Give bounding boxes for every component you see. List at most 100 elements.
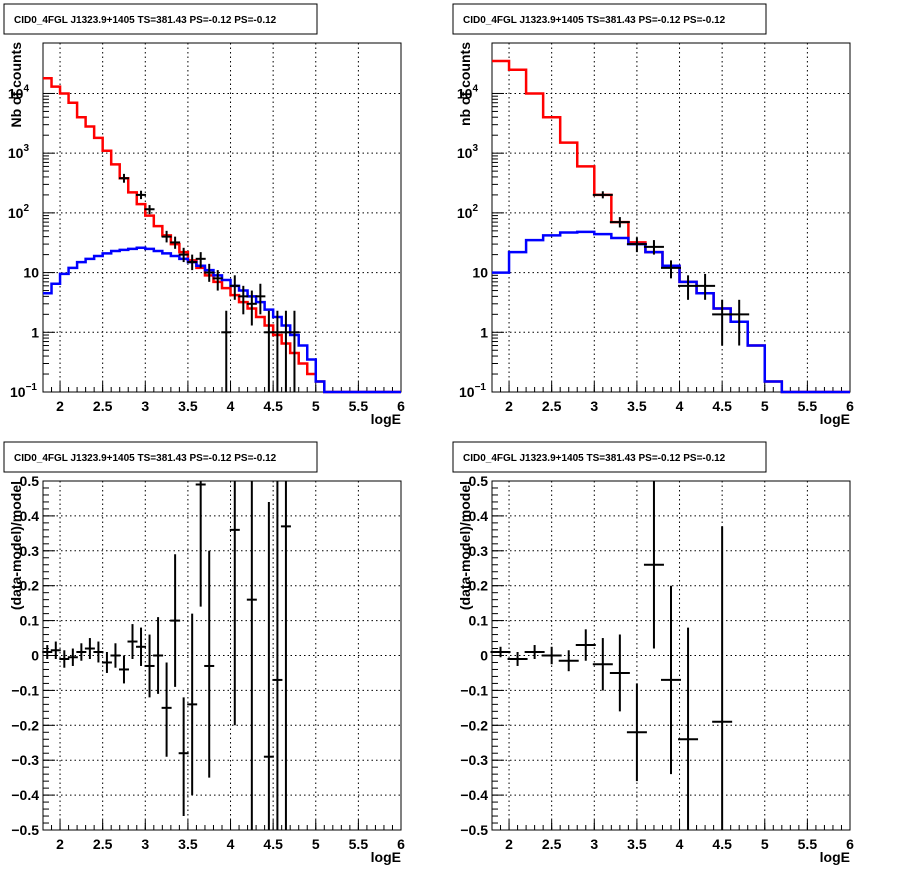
data-point: [136, 627, 147, 666]
data-point: [84, 638, 95, 659]
y-tick-label: −0.2: [11, 717, 39, 733]
x-tick-label: 4: [676, 398, 684, 414]
data-point: [161, 662, 172, 757]
x-tick-label: 2.5: [542, 836, 562, 852]
panel-residuals-right: CID0_4FGL J1323.9+1405 TS=381.43 PS=-0.1…: [452, 441, 854, 865]
data-point: [263, 501, 274, 830]
x-axis-label: logE: [371, 849, 401, 865]
data-point: [238, 285, 249, 315]
data-point: [524, 645, 545, 659]
x-tick-label: 5: [312, 398, 320, 414]
x-tick-label: 3: [141, 836, 149, 852]
data-point: [289, 310, 300, 392]
data-point: [229, 275, 240, 300]
y-axis-label: nb of counts: [457, 42, 473, 126]
x-tick-label: 5.5: [798, 398, 818, 414]
y-tick-label: −0.1: [460, 682, 488, 698]
y-axis-label: (data-model)/model: [457, 481, 473, 610]
data-point: [101, 652, 112, 673]
data-point: [280, 481, 291, 830]
data-point: [695, 273, 716, 300]
data-point: [153, 617, 164, 694]
x-axis-label: logE: [820, 411, 850, 427]
data-point: [229, 481, 240, 726]
data-point: [643, 481, 664, 649]
source-model-histogram: [43, 246, 401, 394]
panel-title: CID0_4FGL J1323.9+1405 TS=381.43 PS=-0.1…: [14, 15, 277, 26]
y-tick-label: 0.5: [469, 473, 489, 489]
x-tick-label: 5: [761, 398, 769, 414]
plot-frame: [491, 480, 851, 831]
y-tick-label: 0.4: [469, 508, 489, 524]
y-tick-label: 0: [480, 648, 488, 664]
plot-frame: [42, 42, 402, 393]
y-axis-label: Nb of counts: [8, 42, 24, 128]
data-point: [643, 240, 664, 255]
x-tick-label: 5: [312, 836, 320, 852]
y-tick-label: −0.1: [11, 682, 39, 698]
y-tick-label: 0.3: [20, 543, 40, 559]
x-tick-label: 3.5: [178, 836, 198, 852]
data-point: [161, 230, 172, 243]
x-tick-label: 2: [56, 836, 64, 852]
data-point: [195, 481, 206, 607]
data-point: [93, 641, 104, 663]
panel-title-box: [452, 441, 767, 473]
y-tick-label: 103: [457, 143, 479, 161]
x-tick-label: 4.5: [712, 836, 732, 852]
x-tick-label: 4: [227, 398, 235, 414]
data-point: [712, 299, 733, 346]
x-tick-label: 4.5: [263, 836, 283, 852]
panel-title: CID0_4FGL J1323.9+1405 TS=381.43 PS=-0.1…: [463, 15, 726, 26]
data-point: [661, 260, 681, 279]
x-tick-label: 2.5: [542, 398, 562, 414]
data-point: [136, 190, 147, 200]
y-tick-label: −0.5: [11, 822, 39, 838]
panel-title-box: [452, 3, 767, 35]
x-tick-label: 6: [397, 398, 405, 414]
data-point: [507, 652, 528, 666]
x-tick-label: 3.5: [178, 398, 198, 414]
data-point: [110, 643, 121, 668]
y-tick-label: 0.1: [469, 613, 489, 629]
y-tick-label: −0.2: [460, 717, 488, 733]
x-tick-label: 2: [56, 398, 64, 414]
y-tick-label: 0.5: [20, 473, 40, 489]
y-tick-label: 0.3: [469, 543, 489, 559]
data-point: [609, 634, 630, 712]
data-point: [50, 641, 61, 659]
data-point: [255, 283, 266, 315]
data-point: [592, 638, 613, 691]
data-point: [187, 254, 198, 271]
y-tick-label: 0.2: [469, 578, 489, 594]
data-point: [127, 624, 138, 659]
data-point: [661, 585, 681, 775]
y-tick-label: −0.4: [11, 787, 39, 803]
x-tick-label: 6: [846, 836, 854, 852]
data-point: [626, 237, 647, 253]
y-tick-label: −0.3: [11, 752, 39, 768]
x-tick-label: 2.5: [93, 836, 113, 852]
y-tick-label: 104: [8, 83, 30, 101]
x-tick-label: 4: [227, 836, 235, 852]
data-point: [76, 643, 87, 661]
x-tick-label: 6: [846, 398, 854, 414]
x-tick-label: 4.5: [263, 398, 283, 414]
data-point: [67, 648, 78, 666]
data-point: [212, 270, 223, 291]
y-tick-label: 102: [8, 203, 30, 221]
data-point: [541, 646, 562, 665]
data-point: [575, 629, 596, 661]
x-tick-label: 3: [141, 398, 149, 414]
data-point: [144, 205, 155, 215]
x-tick-label: 5.5: [349, 836, 369, 852]
x-tick-label: 4: [676, 836, 684, 852]
data-point: [729, 299, 750, 346]
x-tick-label: 3.5: [627, 836, 647, 852]
data-point: [246, 481, 257, 830]
x-tick-label: 3: [590, 836, 598, 852]
x-tick-label: 5.5: [798, 836, 818, 852]
data-point: [246, 290, 257, 326]
panel-spectrum-right: CID0_4FGL J1323.9+1405 TS=381.43 PS=-0.1…: [452, 3, 854, 427]
